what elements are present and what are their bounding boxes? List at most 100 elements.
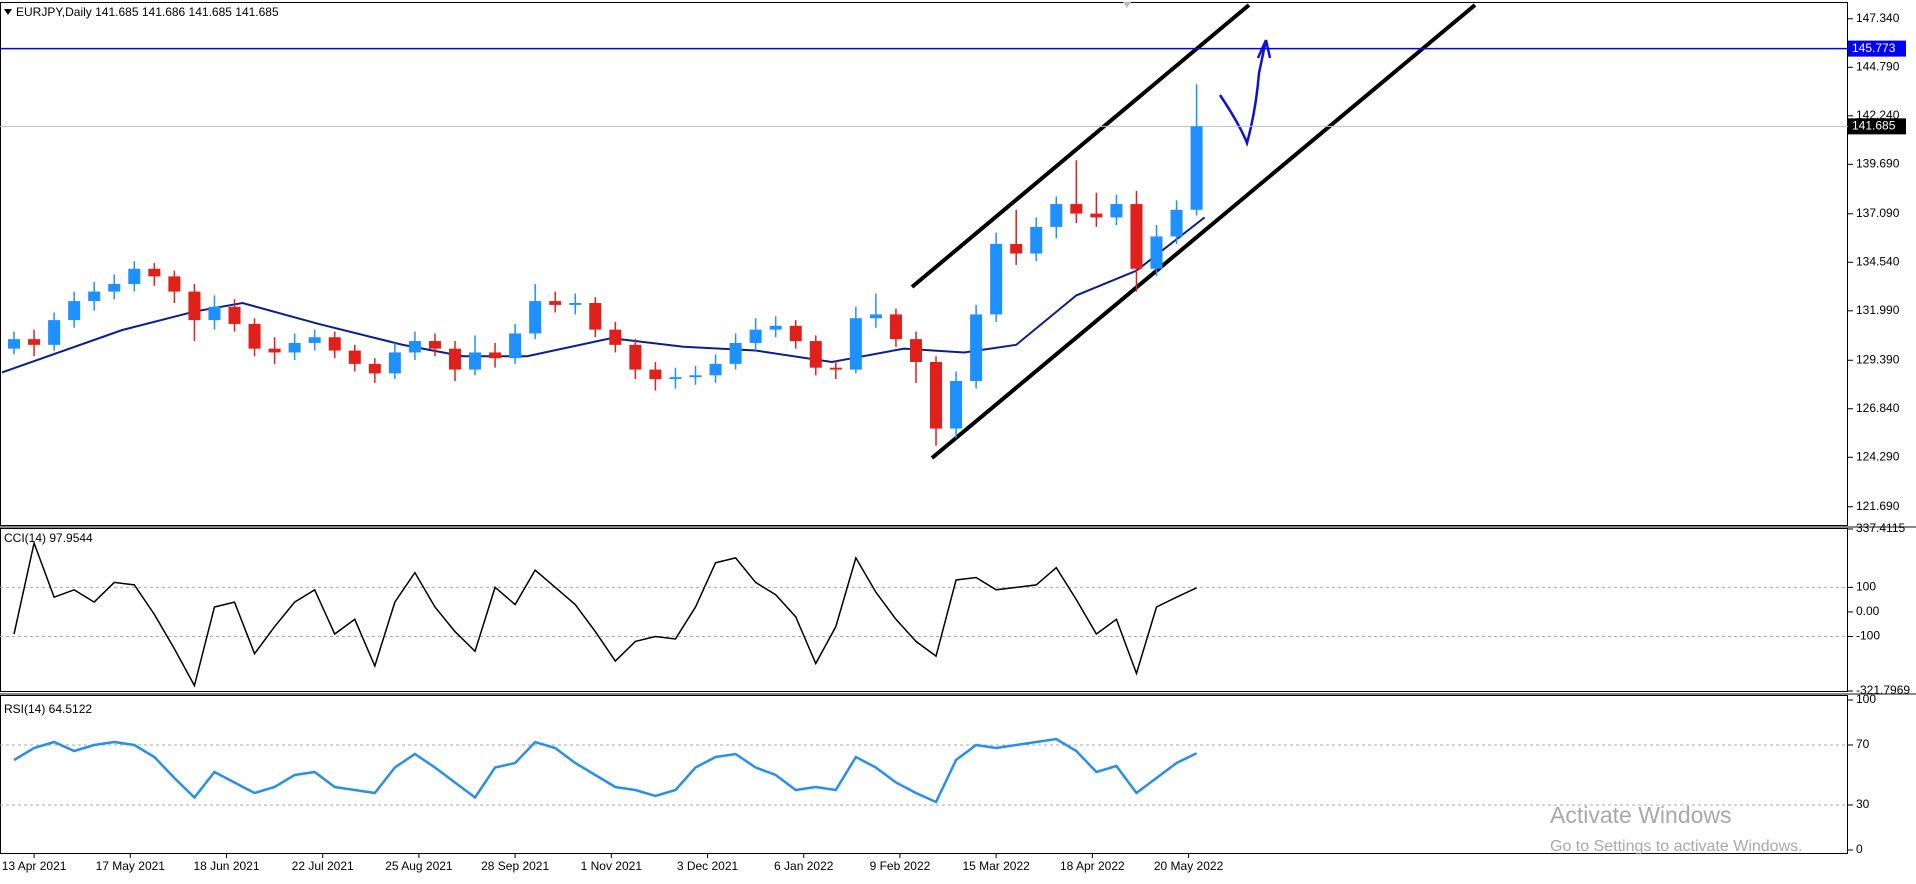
y-tick-label: 30 — [1856, 797, 1870, 811]
candle-body — [448, 348, 461, 370]
candle-body — [1010, 244, 1023, 254]
candle-body — [408, 341, 421, 353]
candle-body — [1090, 213, 1103, 218]
x-tick-label: 28 Sep 2021 — [481, 859, 549, 873]
channel-upper — [910, 3, 1251, 289]
y-tick-label: 144.790 — [1856, 59, 1900, 73]
candle-body — [849, 318, 862, 370]
x-tick-label: 18 Apr 2022 — [1060, 859, 1125, 873]
candle-body — [869, 314, 882, 319]
x-tick-label: 18 Jun 2021 — [193, 859, 259, 873]
candle-body — [28, 339, 41, 345]
candle-body — [308, 337, 321, 343]
y-tick-label: 337.4115 — [1856, 521, 1905, 535]
candle-body — [789, 325, 802, 342]
y-tick-label: 131.990 — [1856, 303, 1900, 317]
y-tick-label: 100 — [1856, 580, 1876, 594]
panel-title: EURJPY,Daily 141.685 141.686 141.685 141… — [16, 5, 279, 19]
panel-title: RSI(14) 64.5122 — [4, 702, 92, 716]
x-tick-label: 17 May 2021 — [96, 859, 166, 873]
candle-body — [8, 339, 21, 349]
candle-body — [829, 367, 842, 370]
y-tick-label: 134.540 — [1856, 254, 1900, 268]
x-tick-label: 3 Dec 2021 — [677, 859, 739, 873]
candle-body — [1190, 126, 1203, 210]
x-tick-label: 25 Aug 2021 — [385, 859, 453, 873]
candle-body — [1050, 204, 1063, 227]
channel-lower — [930, 3, 1477, 460]
candle-body — [288, 342, 301, 353]
candle-body — [809, 341, 822, 368]
candle-body — [909, 339, 922, 362]
candle-body — [128, 268, 141, 284]
candle-body — [709, 363, 722, 376]
x-tick-label: 15 Mar 2022 — [962, 859, 1030, 873]
candle-body — [328, 337, 341, 351]
y-tick-label: 147.340 — [1856, 11, 1900, 25]
candle-body — [1030, 226, 1043, 254]
candle-body — [148, 268, 161, 277]
rsi-frame — [0, 695, 1848, 854]
candle-body — [168, 276, 181, 292]
x-tick-label: 13 Apr 2021 — [2, 859, 67, 873]
candle-body — [729, 342, 742, 364]
candle-body — [669, 377, 682, 380]
candle-body — [689, 375, 702, 378]
y-tick-label: 129.390 — [1856, 352, 1900, 366]
x-tick-label: 22 Jul 2021 — [292, 859, 354, 873]
candle-body — [268, 348, 281, 353]
candle-body — [970, 314, 983, 381]
candle-body — [1170, 209, 1183, 237]
candle-body — [348, 350, 361, 364]
watermark-title: Activate Windows — [1550, 802, 1732, 828]
candle-body — [248, 323, 261, 349]
candle-body — [108, 283, 121, 292]
y-tick-label: 139.690 — [1856, 156, 1900, 170]
candle-body — [649, 369, 662, 380]
candle-body — [889, 314, 902, 340]
candle-body — [208, 306, 221, 321]
candle-body — [88, 291, 101, 302]
candle-body — [990, 244, 1003, 315]
title-marker — [4, 9, 12, 15]
candle-body — [1070, 204, 1083, 214]
y-tick-label: 124.290 — [1856, 449, 1900, 463]
candle-body — [569, 302, 582, 305]
candle-body — [930, 361, 943, 429]
candle-body — [529, 301, 542, 334]
candle-body — [428, 341, 441, 349]
y-tick-label: 100 — [1856, 692, 1876, 706]
candle-body — [609, 329, 622, 345]
candle-body — [388, 352, 401, 374]
price-label-box — [1848, 118, 1906, 135]
moving-average — [1, 216, 1206, 374]
candle-body — [1150, 236, 1163, 269]
panel-title: CCI(14) 97.9544 — [4, 531, 93, 545]
candle-body — [228, 306, 241, 324]
indicator-line — [13, 540, 1197, 688]
candle-body — [749, 329, 762, 343]
watermark-subtitle: Go to Settings to activate Windows. — [1550, 838, 1803, 855]
candle-body — [549, 301, 562, 305]
y-tick-label: 0 — [1856, 842, 1863, 856]
shift-marker — [1123, 2, 1131, 8]
candle-body — [509, 333, 522, 359]
candle-body — [769, 325, 782, 330]
indicator-line — [13, 737, 1198, 804]
candle-body — [68, 301, 81, 321]
candle-body — [950, 380, 963, 429]
price-label: 145.773 — [1852, 41, 1896, 55]
candle-body — [1130, 204, 1143, 269]
candle-body — [629, 344, 642, 370]
x-tick-label: 20 May 2022 — [1154, 859, 1224, 873]
price-label: 141.685 — [1852, 119, 1896, 133]
y-tick-label: -321.7969 — [1856, 683, 1910, 697]
y-tick-label: 121.690 — [1856, 499, 1900, 513]
candle-body — [589, 302, 602, 330]
candle-body — [469, 352, 482, 370]
candle-body — [368, 363, 381, 374]
y-tick-label: -100 — [1856, 629, 1880, 643]
y-tick-label: 70 — [1856, 737, 1870, 751]
